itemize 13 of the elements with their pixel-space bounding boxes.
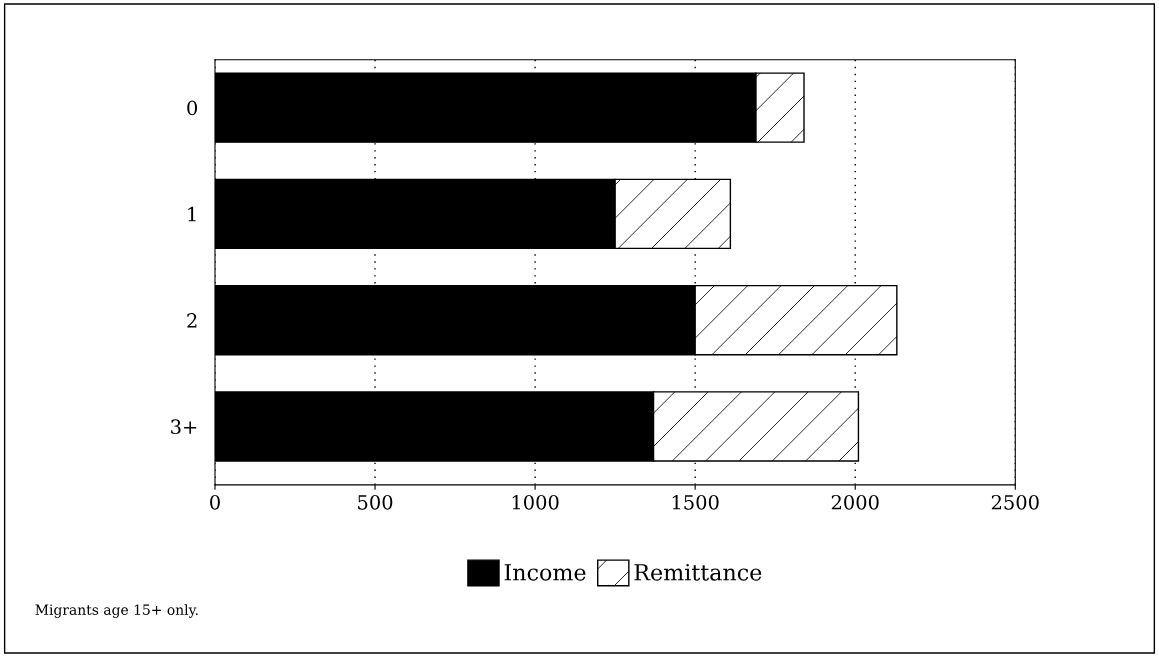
x-tick-label: 2500: [991, 494, 1039, 510]
x-tick-label: 1500: [672, 494, 719, 510]
y-tick-label: 3+: [171, 419, 197, 435]
legend-label: Income: [504, 564, 586, 581]
y-tick-label: 2: [187, 313, 197, 328]
y-tick-label: 1: [188, 206, 196, 222]
x-tick-label: 2000: [831, 494, 879, 510]
x-tick-label: 0: [210, 494, 220, 510]
x-tick-label: 500: [358, 494, 393, 510]
y-tick-label: 0: [187, 100, 198, 116]
x-tick-label: 1000: [512, 494, 559, 510]
text: Migrants age 15+ only.: [35, 604, 198, 618]
legend-label: Remittance: [634, 564, 762, 581]
